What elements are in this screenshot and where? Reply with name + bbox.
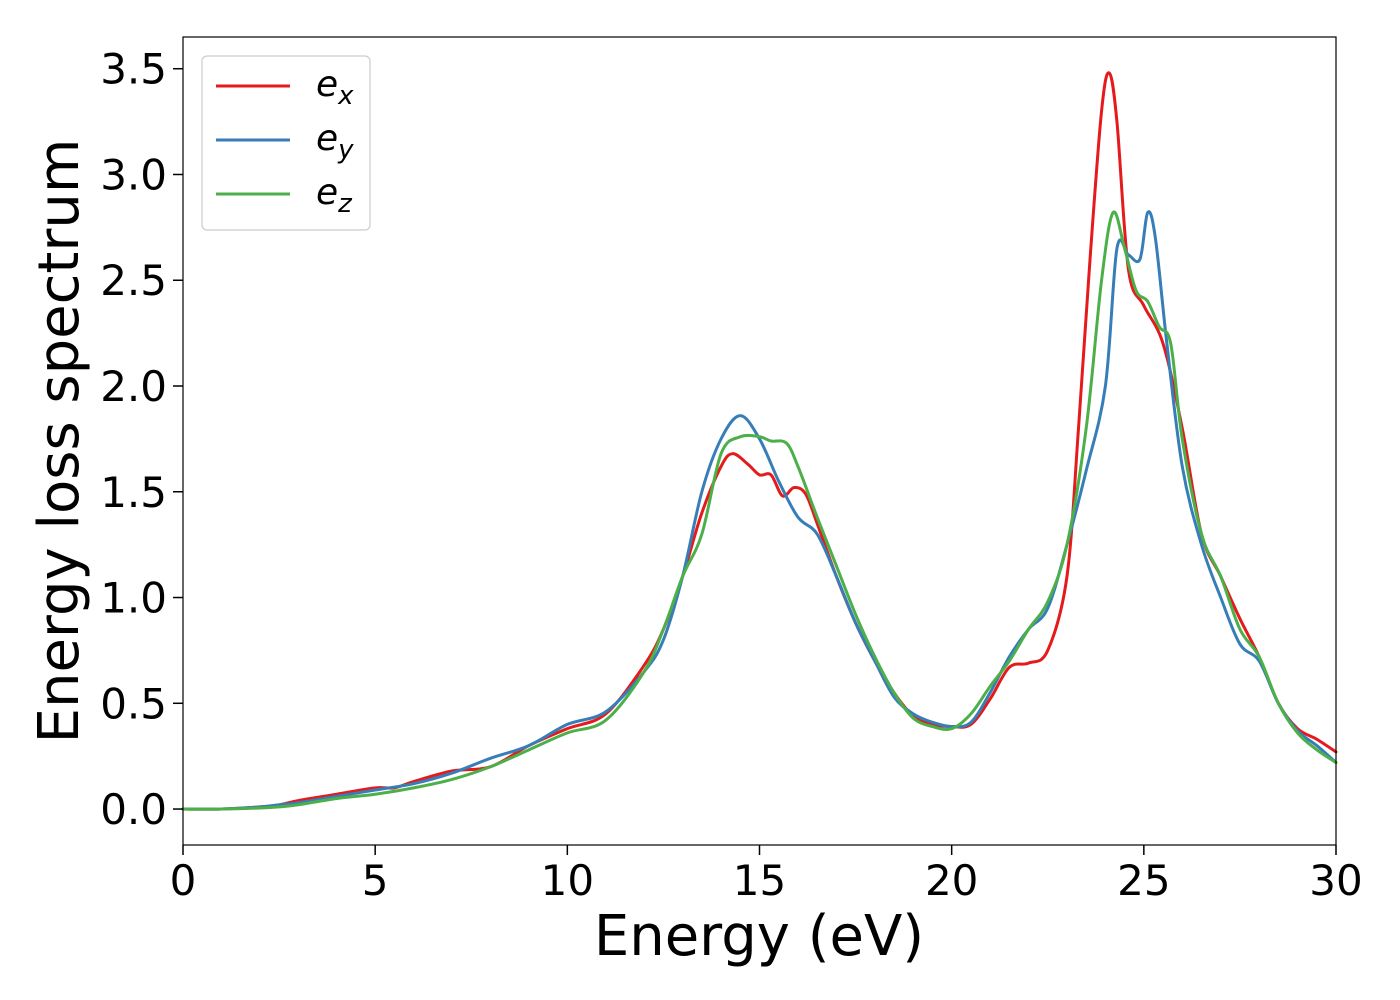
y-tick-label: 1.5: [100, 468, 167, 517]
legend-label-z: ez: [316, 172, 353, 219]
y-tick-label: 0.0: [100, 785, 167, 834]
y-tick-label: 2.5: [100, 256, 167, 305]
x-tick-label: 10: [541, 856, 594, 905]
legend: ex ey ez: [201, 55, 371, 231]
series-line-z: [181, 210, 1338, 811]
x-axis: 0 5 10 15 20 25 30: [170, 845, 1363, 905]
y-tick-label: 2.0: [100, 362, 167, 411]
legend-label-y: ey: [316, 118, 354, 165]
x-tick-label: 15: [733, 856, 786, 905]
x-tick-label: 5: [362, 856, 389, 905]
y-tick-label: 1.0: [100, 574, 167, 623]
legend-box: [201, 55, 371, 231]
y-tick-label: 3.0: [100, 150, 167, 199]
x-tick-label: 20: [925, 856, 978, 905]
x-axis-title: Energy (eV): [594, 904, 924, 969]
x-tick-label: 30: [1309, 856, 1362, 905]
y-tick-label: 0.5: [100, 679, 167, 728]
y-tick-label: 3.5: [100, 45, 167, 94]
x-tick-label: 25: [1117, 856, 1170, 905]
x-tick-label: 0: [170, 856, 197, 905]
y-axis: 0.0 0.5 1.0 1.5 2.0 2.5 3.0 3.5: [100, 45, 183, 834]
legend-label-x: ex: [316, 64, 354, 111]
y-axis-title: Energy loss spectrum: [27, 139, 92, 744]
series-layer: [181, 71, 1338, 811]
